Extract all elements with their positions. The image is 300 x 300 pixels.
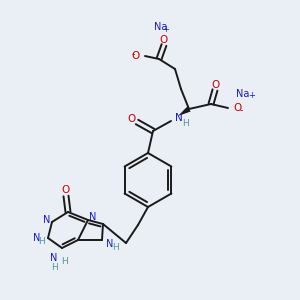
Text: N: N bbox=[89, 212, 97, 222]
Text: -: - bbox=[240, 105, 244, 115]
Text: -: - bbox=[131, 49, 135, 59]
Text: N: N bbox=[33, 233, 40, 243]
Text: N: N bbox=[50, 253, 58, 263]
Text: O: O bbox=[160, 35, 168, 45]
Text: +: + bbox=[163, 25, 170, 34]
Text: O: O bbox=[211, 80, 219, 90]
Text: O: O bbox=[132, 51, 140, 61]
Text: H: H bbox=[38, 238, 45, 247]
Text: O: O bbox=[128, 114, 136, 124]
Polygon shape bbox=[178, 106, 190, 116]
Text: N: N bbox=[43, 215, 51, 225]
Text: N: N bbox=[106, 239, 113, 249]
Text: H: H bbox=[61, 257, 68, 266]
Text: H: H bbox=[112, 244, 119, 253]
Text: H: H bbox=[51, 263, 57, 272]
Text: Na: Na bbox=[154, 22, 167, 32]
Text: N: N bbox=[175, 113, 183, 123]
Text: H: H bbox=[182, 118, 189, 127]
Text: Na: Na bbox=[236, 89, 249, 99]
Text: +: + bbox=[248, 92, 255, 100]
Text: O: O bbox=[62, 185, 70, 195]
Text: O: O bbox=[233, 103, 241, 113]
